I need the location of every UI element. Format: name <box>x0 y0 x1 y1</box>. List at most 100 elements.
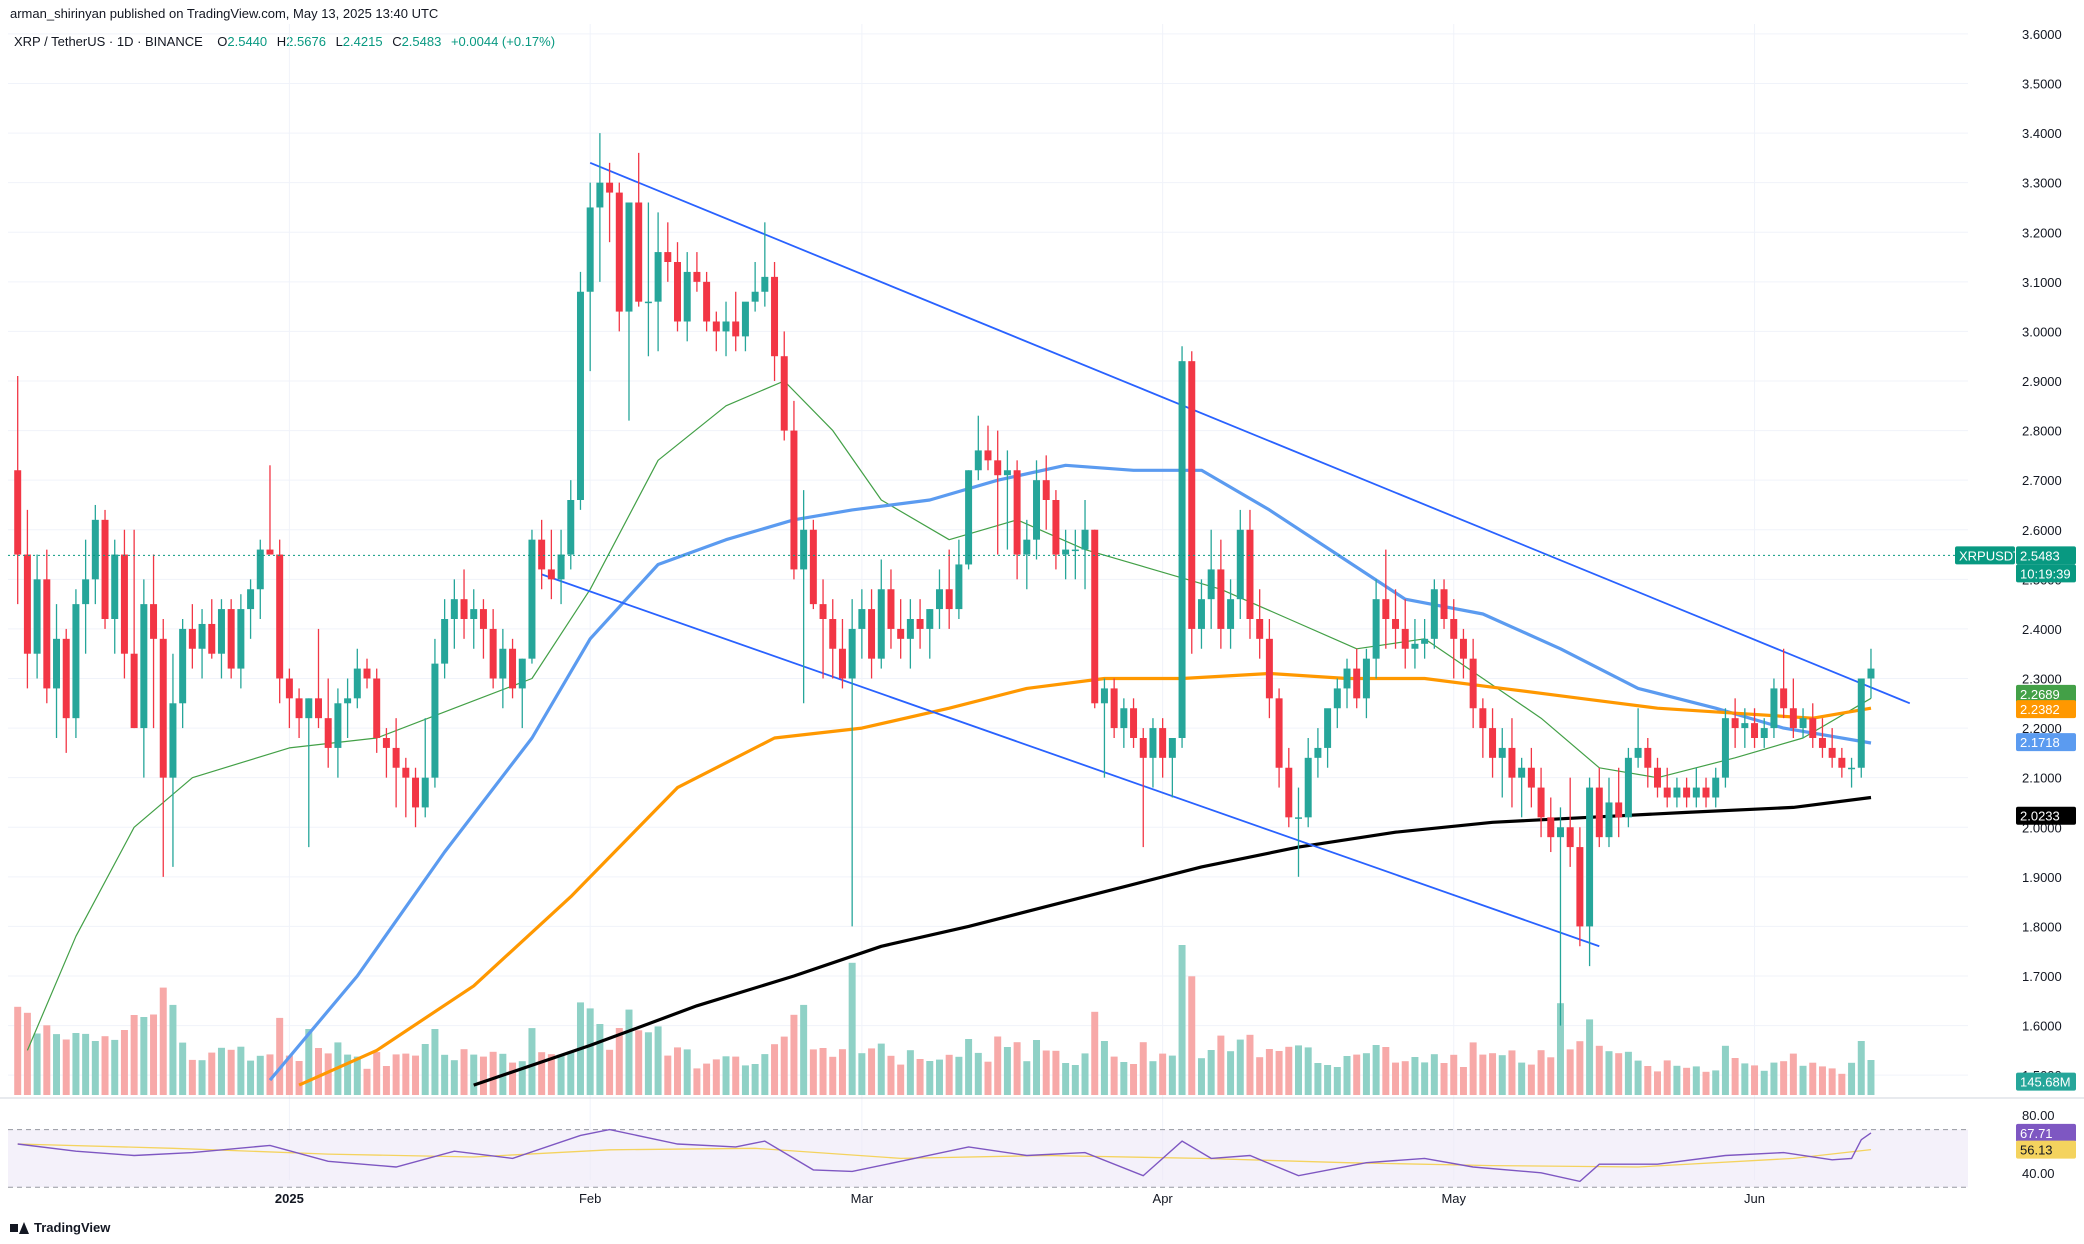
candle-body <box>179 628 187 704</box>
candle <box>1654 757 1661 798</box>
volume-bar <box>1838 1073 1846 1095</box>
candle-body <box>1818 738 1826 748</box>
candle-body <box>693 271 701 282</box>
candle <box>1867 648 1875 699</box>
volume-bar <box>159 987 167 1095</box>
volume-bar <box>130 1015 138 1095</box>
volume-bar <box>324 1053 332 1095</box>
ma-value-tag-bg <box>2016 733 2076 752</box>
volume-bar <box>790 1014 798 1095</box>
candle-body <box>1033 480 1041 540</box>
candle-body <box>615 192 623 312</box>
candle-body <box>1848 767 1856 770</box>
candle <box>227 599 235 679</box>
volume-bar <box>82 1033 90 1095</box>
candle <box>712 311 720 352</box>
volume-bar <box>877 1043 885 1095</box>
volume-bar <box>305 1029 313 1095</box>
symbol-title[interactable]: XRP / TetherUS · 1D · BINANCE <box>14 34 203 49</box>
candle <box>33 554 41 679</box>
candle <box>683 252 691 342</box>
volume-bar <box>489 1051 497 1095</box>
candle <box>965 470 973 570</box>
rsi-value-tag-bg <box>2016 1123 2076 1142</box>
x-tick-label: Jun <box>1744 1191 1765 1206</box>
volume-bar <box>1324 1065 1332 1095</box>
candle <box>1508 718 1516 808</box>
volume-bar <box>1683 1067 1691 1095</box>
candle-body <box>1556 827 1564 838</box>
candle-body <box>1634 747 1642 758</box>
volume-bar <box>567 1051 575 1095</box>
candle-body <box>509 648 517 689</box>
candle-body <box>1498 747 1506 758</box>
candle <box>1673 777 1681 808</box>
candle <box>1857 678 1865 778</box>
candle <box>43 549 51 704</box>
candle <box>751 262 759 312</box>
candle-body <box>1615 802 1623 818</box>
candle <box>1731 698 1739 748</box>
candle-body <box>305 698 313 719</box>
candle <box>1071 529 1079 580</box>
volume-bar <box>557 1054 565 1095</box>
volume-bar <box>1857 1041 1865 1095</box>
candle-body <box>1295 817 1302 819</box>
ma-value-tag: 2.2382 <box>2020 702 2060 717</box>
candle <box>1586 777 1594 967</box>
volume-bar <box>276 1017 284 1095</box>
candle-body <box>101 519 109 619</box>
candle-body <box>130 653 138 729</box>
volume-bar <box>1052 1050 1060 1095</box>
volume-bar <box>887 1055 895 1095</box>
candle-body <box>1052 500 1060 555</box>
volume-bar <box>295 1061 303 1095</box>
volume-bar <box>819 1048 827 1095</box>
volume-bar <box>1285 1046 1293 1095</box>
candle-body <box>1459 638 1467 659</box>
candle <box>1527 747 1535 808</box>
volume-bar <box>1227 1051 1235 1095</box>
candle-body <box>1644 747 1652 768</box>
candle-body <box>237 609 245 669</box>
volume-bar <box>1333 1067 1341 1095</box>
volume-bar <box>150 1014 158 1095</box>
candle <box>1110 678 1118 738</box>
candle-body <box>1159 728 1167 758</box>
candle <box>557 529 565 605</box>
candle <box>315 628 322 729</box>
volume-bar <box>91 1041 99 1095</box>
candle <box>276 539 284 704</box>
candle-body <box>625 202 633 312</box>
candle-body <box>897 628 905 639</box>
volume-bar <box>1799 1065 1807 1095</box>
candle <box>1246 509 1254 639</box>
candle <box>1721 708 1729 788</box>
candle-body <box>159 638 167 778</box>
x-tick-label: Mar <box>851 1191 874 1206</box>
candle <box>1392 589 1400 649</box>
candle <box>1702 777 1710 808</box>
volume-bar <box>1042 1050 1050 1095</box>
volume-bar <box>1508 1050 1516 1095</box>
tradingview-footer[interactable]: TradingView <box>10 1220 110 1235</box>
candle <box>159 619 167 877</box>
candle <box>1120 698 1128 748</box>
candle <box>450 579 458 649</box>
candle <box>1547 797 1555 853</box>
candle <box>1401 599 1409 669</box>
candle <box>120 529 128 679</box>
candle <box>1692 767 1700 808</box>
candle <box>722 301 730 357</box>
volume-bar <box>1411 1057 1419 1095</box>
candle <box>295 688 303 738</box>
candle <box>703 271 711 332</box>
countdown-tag: 10:19:39 <box>2020 566 2071 581</box>
candle <box>1275 688 1283 788</box>
candle-body <box>1401 628 1409 649</box>
volume-bar <box>635 1030 643 1095</box>
volume-bar <box>1081 1053 1089 1095</box>
candle <box>208 599 216 659</box>
volume-bar <box>1624 1051 1632 1095</box>
